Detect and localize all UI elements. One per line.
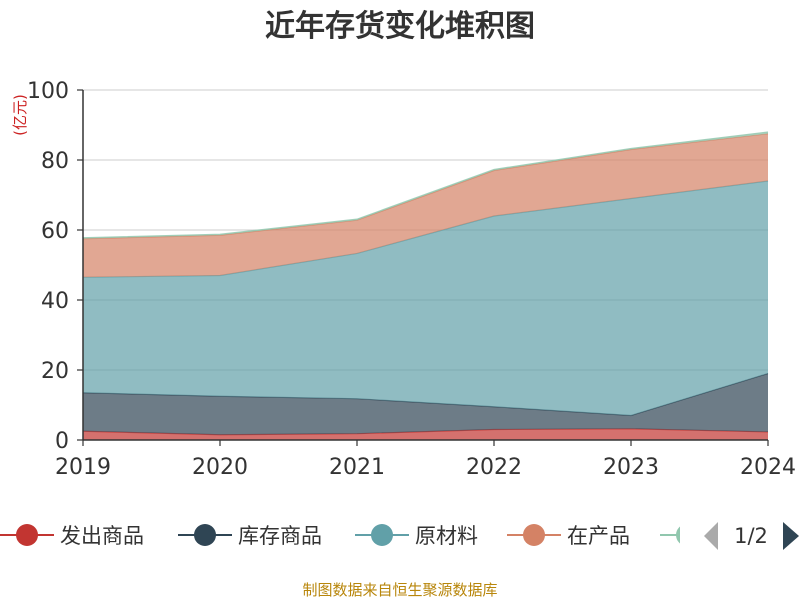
legend-marker [676, 526, 680, 544]
legend-next-icon[interactable] [783, 522, 799, 550]
legend-marker [194, 524, 216, 546]
y-tick-labels: 0 20 40 60 80 100 [27, 79, 69, 454]
legend-page-indicator: 1/2 [734, 524, 768, 548]
area-在产品 [83, 133, 768, 278]
y-tick-label: 60 [41, 219, 69, 244]
legend-label: 原材料 [415, 524, 478, 548]
y-axis-unit: (亿元) [11, 94, 29, 136]
legend-prev-icon[interactable] [704, 522, 718, 550]
x-tick-label: 2023 [603, 455, 659, 480]
x-tick-label: 2020 [192, 455, 248, 480]
y-tick-label: 80 [41, 149, 69, 174]
legend-marker [371, 524, 393, 546]
x-tick-label: 2021 [329, 455, 385, 480]
legend-item[interactable]: 库存商品 [178, 524, 322, 548]
legend-marker [523, 524, 545, 546]
y-tick-label: 40 [41, 289, 69, 314]
legend-item[interactable] [660, 524, 714, 546]
legend-item[interactable]: 发出商品 [0, 524, 144, 548]
x-tick-labels: 2019 2020 2021 2022 2023 2024 [55, 455, 796, 480]
legend-marker [16, 524, 38, 546]
x-tick-label: 2022 [466, 455, 522, 480]
x-tick-label: 2019 [55, 455, 111, 480]
axes [77, 89, 769, 446]
legend-label: 库存商品 [238, 524, 322, 548]
legend-item[interactable]: 在产品 [507, 524, 630, 548]
chart-title: 近年存货变化堆积图 [265, 9, 535, 44]
legend-item[interactable]: 原材料 [355, 524, 478, 548]
area-发出商品 [83, 428, 768, 440]
data-source-note: 制图数据来自恒生聚源数据库 [302, 581, 497, 599]
legend: 发出商品 库存商品 原材料 在产品 [0, 524, 714, 548]
area-原材料 [83, 181, 768, 416]
y-tick-label: 0 [55, 429, 69, 454]
legend-label: 发出商品 [60, 524, 144, 548]
area-series [82, 131, 769, 440]
y-tick-label: 20 [41, 359, 69, 384]
x-tick-label: 2024 [740, 455, 796, 480]
legend-label: 在产品 [567, 524, 630, 548]
legend-pager: 1/2 [704, 522, 799, 550]
area-库存商品 [83, 373, 768, 435]
y-tick-label: 100 [27, 79, 69, 104]
line-series [82, 131, 769, 239]
